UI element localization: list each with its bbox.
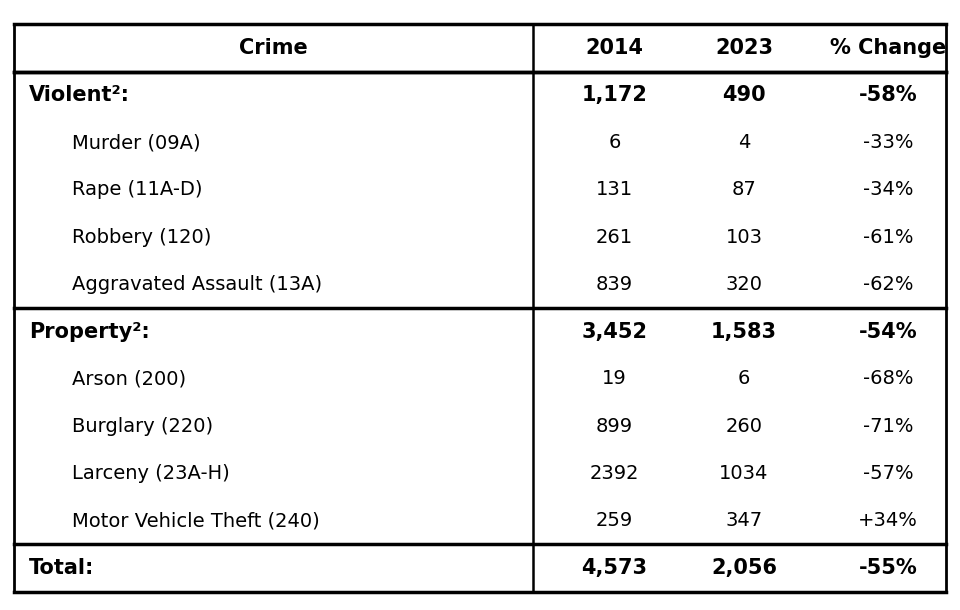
Text: Crime: Crime [239,38,308,58]
Text: 4: 4 [738,133,750,152]
Text: Total:: Total: [29,558,94,578]
Text: Robbery (120): Robbery (120) [72,228,211,246]
Text: Larceny (23A-H): Larceny (23A-H) [72,464,229,483]
Text: -68%: -68% [863,370,913,389]
Text: 259: 259 [596,511,633,530]
Text: 347: 347 [726,511,762,530]
Text: Rape (11A-D): Rape (11A-D) [72,181,203,199]
Text: 131: 131 [596,181,633,199]
Text: 899: 899 [596,417,633,436]
Text: -61%: -61% [863,228,913,246]
Text: 839: 839 [596,275,633,294]
Text: 6: 6 [738,370,750,389]
Text: 2,056: 2,056 [711,558,777,578]
Text: -54%: -54% [858,321,918,342]
Text: 1,172: 1,172 [582,85,647,106]
Text: -62%: -62% [863,275,913,294]
Text: -33%: -33% [863,133,913,152]
Text: 6: 6 [609,133,620,152]
Text: -55%: -55% [858,558,918,578]
Text: 1034: 1034 [719,464,769,483]
Text: 2392: 2392 [589,464,639,483]
Text: 4,573: 4,573 [582,558,647,578]
Text: 103: 103 [726,228,762,246]
Text: Murder (09A): Murder (09A) [72,133,201,152]
Text: 2023: 2023 [715,38,773,58]
Text: 320: 320 [726,275,762,294]
Text: 261: 261 [596,228,633,246]
Text: % Change: % Change [829,38,947,58]
Text: 490: 490 [722,85,766,106]
Text: 260: 260 [726,417,762,436]
Text: 19: 19 [602,370,627,389]
Text: -71%: -71% [863,417,913,436]
Text: -58%: -58% [858,85,918,106]
Text: Motor Vehicle Theft (240): Motor Vehicle Theft (240) [72,511,320,530]
Text: Aggravated Assault (13A): Aggravated Assault (13A) [72,275,323,294]
Text: Arson (200): Arson (200) [72,370,186,389]
Text: 87: 87 [732,181,756,199]
Text: 2014: 2014 [586,38,643,58]
Text: 3,452: 3,452 [582,321,647,342]
Text: -57%: -57% [863,464,913,483]
Text: Burglary (220): Burglary (220) [72,417,213,436]
Text: Property²:: Property²: [29,321,150,342]
Text: -34%: -34% [863,181,913,199]
Text: Violent²:: Violent²: [29,85,130,106]
Text: +34%: +34% [858,511,918,530]
Text: 1,583: 1,583 [711,321,777,342]
